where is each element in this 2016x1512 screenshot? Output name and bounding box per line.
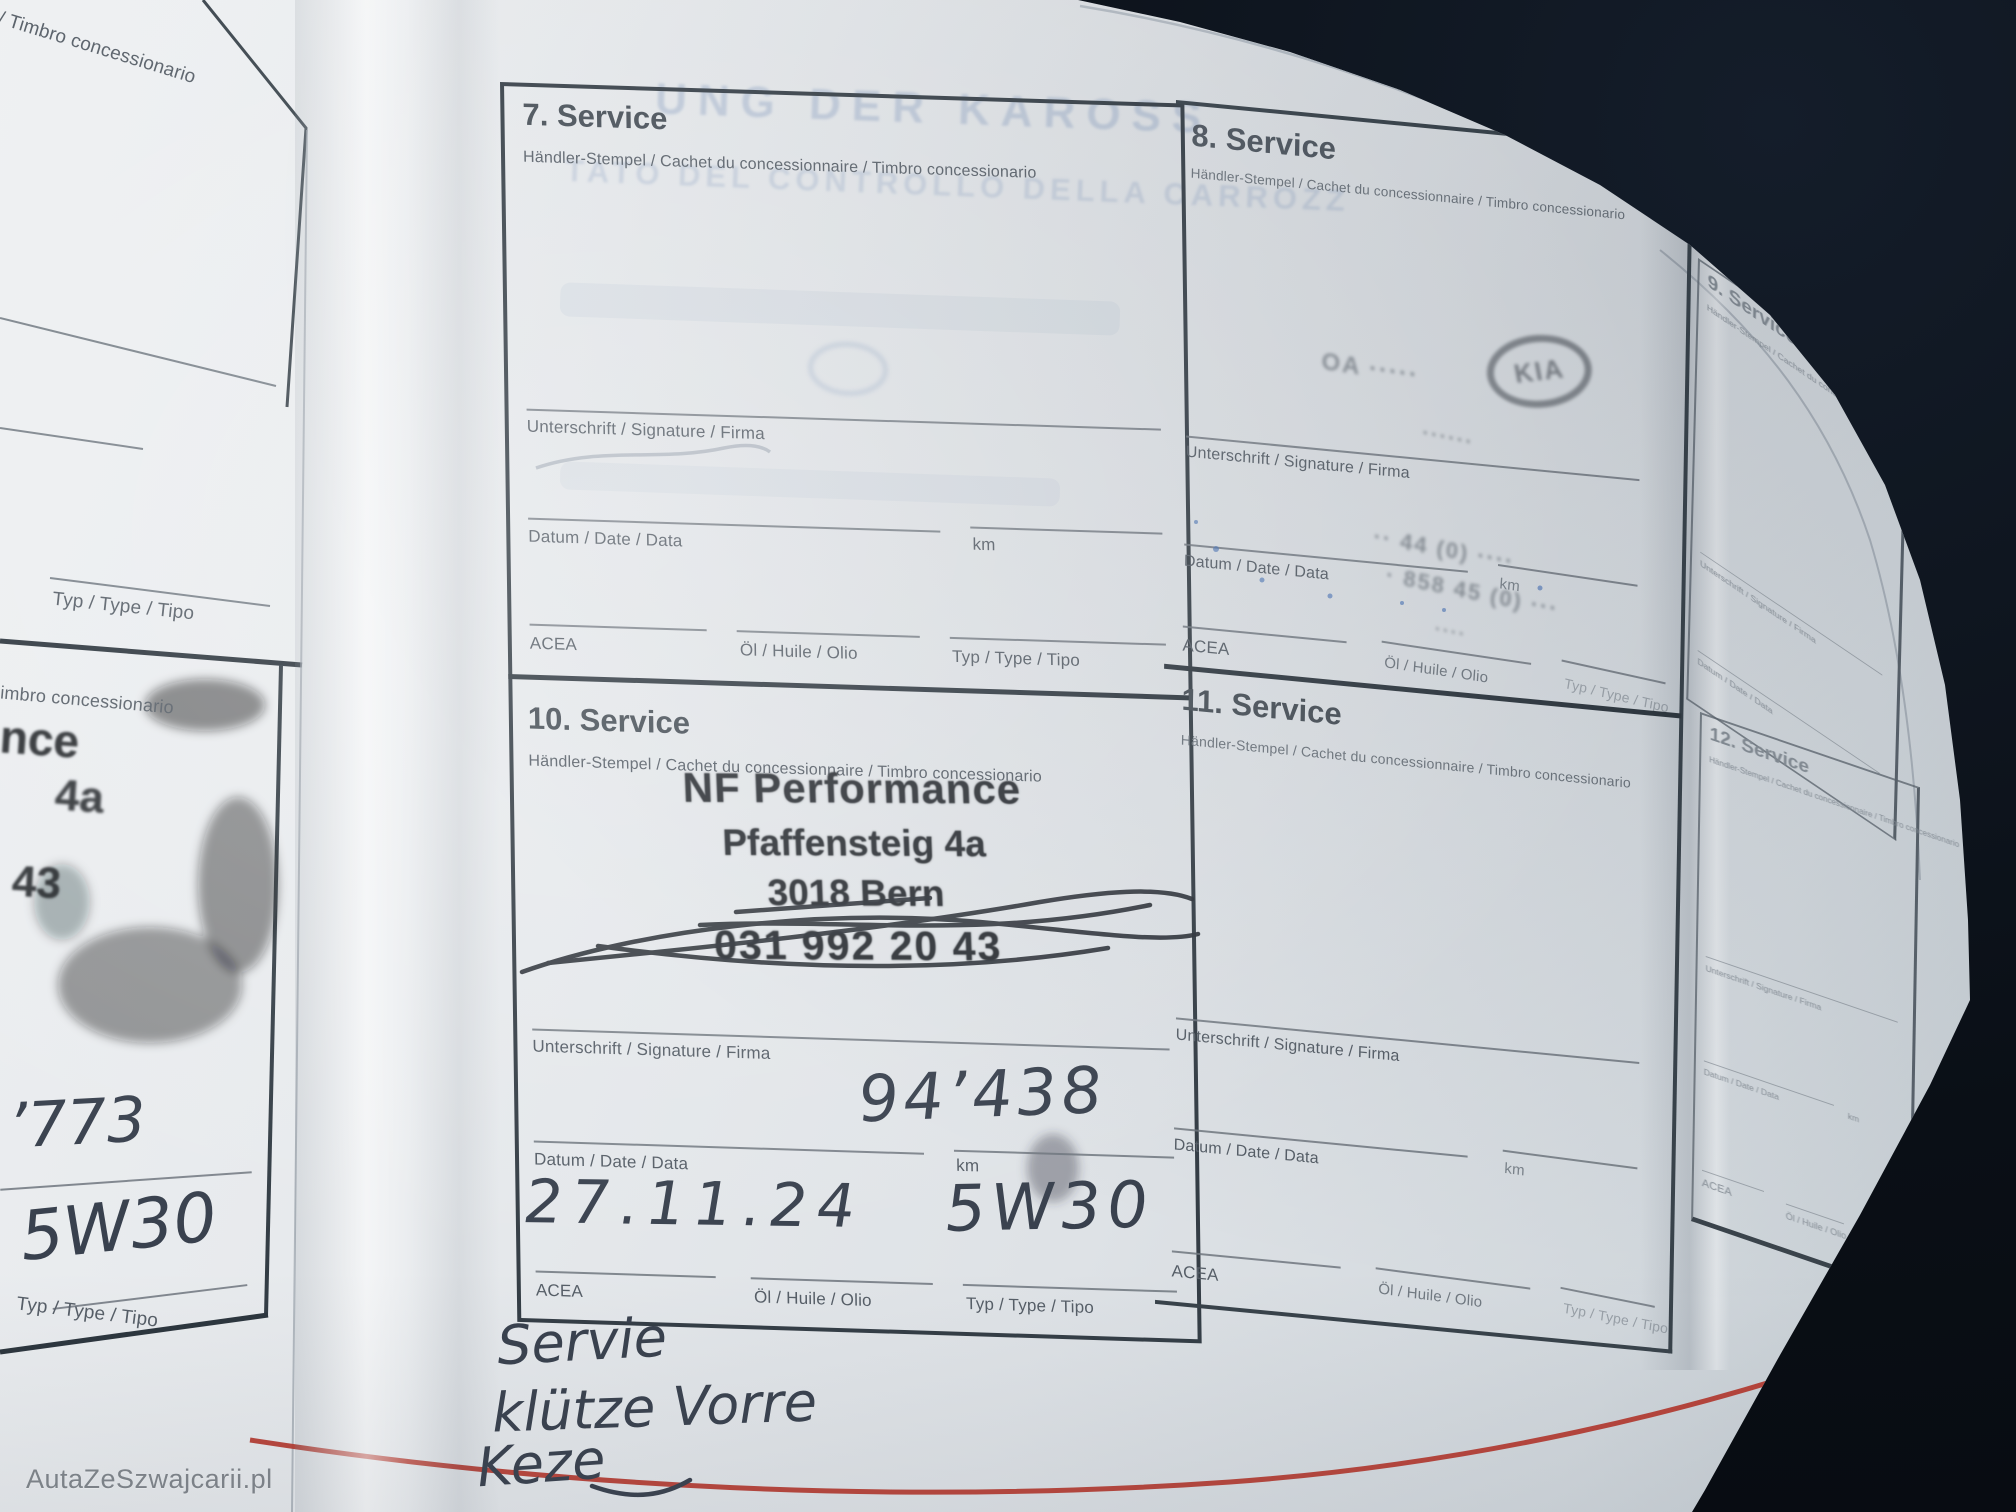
signature-scrawl: [519, 889, 1201, 975]
field-line: [0, 427, 144, 450]
fold-crease-line: [1659, 249, 1921, 881]
type-label: Typ / Type / Tipo: [1856, 1239, 1923, 1273]
left-panel-border: [264, 664, 283, 1317]
ghost-signature-bleed: [535, 443, 772, 470]
watermark: AutaZeSzwajcarii.pl: [26, 1464, 273, 1494]
ink-dots: [1194, 520, 1543, 612]
page-number: 33: [1894, 1336, 1918, 1360]
fold-shadow: [1640, 120, 1730, 1370]
handwriting-squiggle: [589, 1477, 693, 1498]
field-line: [49, 577, 271, 607]
type-line: [1856, 1232, 1899, 1249]
fold-crease: [295, 0, 500, 1512]
left-panel-thick-border: [0, 638, 303, 668]
field-line: [0, 317, 277, 387]
left-panel-thick-border: [0, 1312, 269, 1355]
smudged-stamp-blob: [34, 679, 1079, 1202]
ink-smudge: [1027, 1134, 1079, 1202]
